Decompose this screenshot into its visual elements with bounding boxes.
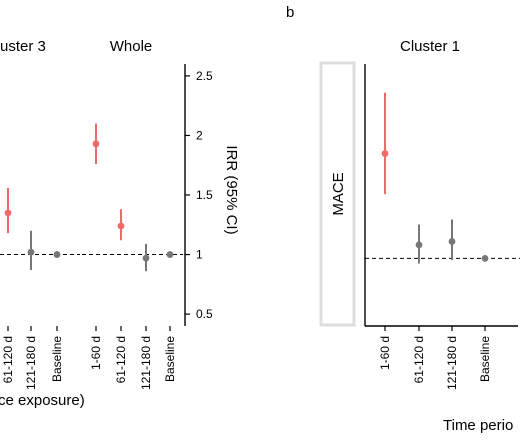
right-x-axis-title: Time perio	[443, 417, 513, 434]
left-x-axis-title: ce exposure)	[0, 392, 85, 409]
y-tick-label-1: 1	[196, 248, 203, 262]
point-cluster-1-1-60-d	[381, 150, 389, 157]
x-tick-label-whole-1-60-d: 1-60 d	[89, 336, 103, 370]
y-tick-label-2-5: 2.5	[196, 69, 213, 83]
panel-tag-b: b	[286, 4, 294, 21]
x-tick-label-cluster-1-1-60-d: 1-60 d	[378, 336, 392, 370]
point-cluster-1-61-120-d	[415, 241, 423, 249]
y-tick-label-2: 2	[196, 128, 203, 142]
x-tick-label-whole-121-180-d: 121-180 d	[139, 336, 153, 390]
x-tick-labels: 61-120 d 121-180 d Baseline 1-60 d 61-120 d 1…	[1, 326, 492, 390]
left-y-axis-title: IRR (95% CI)	[223, 145, 240, 234]
strip-box	[319, 61, 356, 327]
x-tick-label-cluster-3-baseline: Baseline	[50, 336, 64, 382]
x-tick-label-cluster-1-121-180-d: 121-180 d	[445, 336, 459, 390]
panel-title-cluster-3: uster 3	[0, 38, 46, 55]
x-tick-label-whole-61-120-d: 61-120 d	[114, 336, 128, 383]
panel-title-whole: Whole	[110, 38, 153, 55]
point-whole-121-180-d	[142, 254, 150, 262]
point-cluster-3-121-180-d	[27, 248, 35, 256]
point-cluster-3-61-120-d	[4, 209, 12, 217]
point-whole-baseline	[166, 251, 174, 258]
strip-label-mace: MACE	[330, 172, 347, 215]
x-tick-label-cluster-1-baseline: Baseline	[478, 336, 492, 382]
x-tick-label-cluster-3-121-180-d: 121-180 d	[24, 336, 38, 390]
chart-marks	[0, 92, 520, 272]
y-tick-label-0-5: 0.5	[196, 307, 213, 321]
point-whole-1-60-d	[92, 140, 100, 148]
point-whole-61-120-d	[117, 222, 125, 230]
point-cluster-1-baseline	[481, 254, 489, 262]
left-y-axis-ticks: 0.5 1 1.5 2 2.5	[185, 69, 213, 321]
panel-title-cluster-1: Cluster 1	[400, 38, 460, 55]
point-cluster-3-baseline	[53, 251, 61, 258]
x-tick-label-cluster-3-61-120-d: 61-120 d	[1, 336, 15, 383]
x-tick-label-cluster-1-61-120-d: 61-120 d	[412, 336, 426, 383]
y-tick-label-1-5: 1.5	[196, 188, 213, 202]
point-cluster-1-121-180-d	[448, 238, 456, 245]
x-tick-label-whole-baseline: Baseline	[163, 336, 177, 382]
